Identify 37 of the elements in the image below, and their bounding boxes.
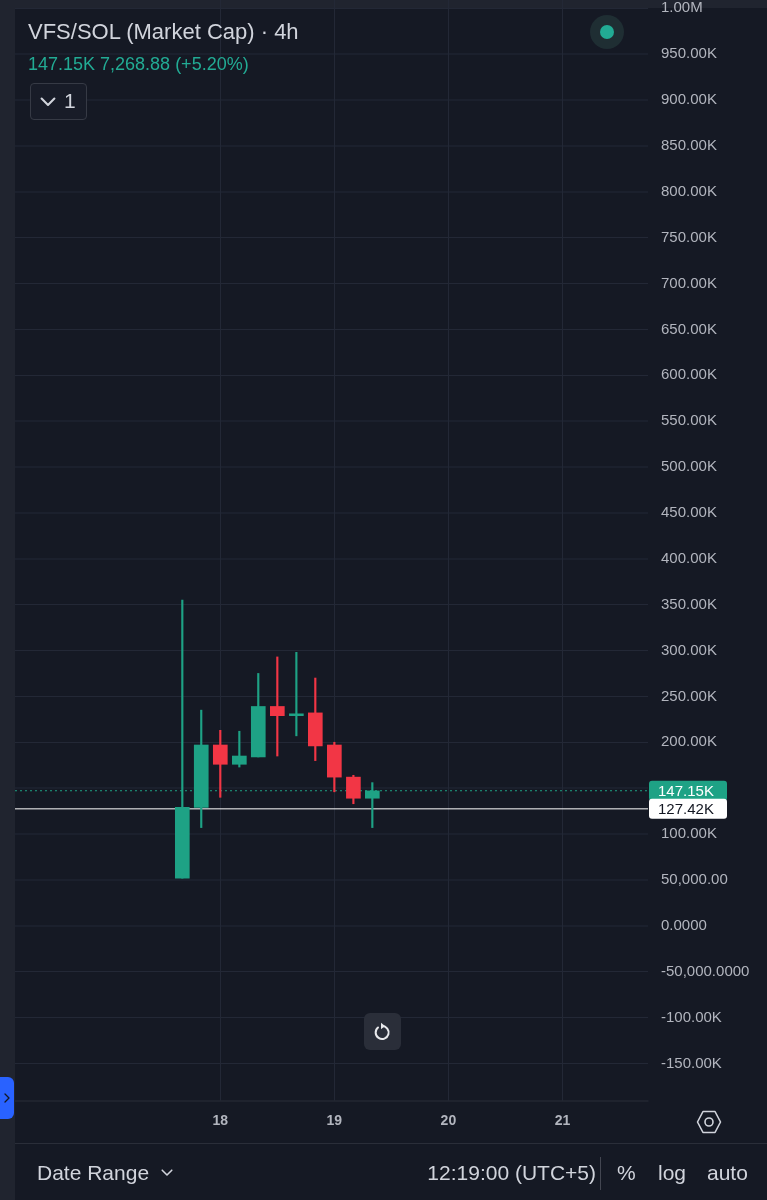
y-tick-label: -50,000.0000 — [661, 961, 750, 979]
y-tick-label: 900.00K — [661, 90, 717, 108]
y-tick-label: 250.00K — [661, 686, 717, 704]
text: 147.15K 7,268.88 (+5.20%) — [28, 53, 249, 76]
y-tick-label: 500.00K — [661, 457, 717, 475]
y-tick-label: 600.00K — [661, 365, 717, 383]
text: log — [658, 1160, 687, 1186]
x-tick-label: 21 — [554, 1112, 571, 1129]
annotation: 1 — [64, 88, 76, 114]
x-tick-label: 20 — [440, 1112, 457, 1129]
y-tick-label: -100.00K — [661, 1007, 722, 1025]
y-tick-label: 200.00K — [661, 732, 717, 750]
y-tick-label: 800.00K — [661, 181, 717, 199]
text: VFS/SOL (Market Cap) · 4h — [28, 18, 299, 46]
y-tick-label: 550.00K — [661, 411, 717, 429]
y-tick-label: 950.00K — [661, 44, 717, 62]
y-tick-label: 450.00K — [661, 503, 717, 521]
y-tick-label: 850.00K — [661, 136, 717, 154]
y-tick-label: 350.00K — [661, 594, 717, 612]
ref-line-label: 127.42K — [658, 799, 714, 817]
y-tick-label: 750.00K — [661, 227, 717, 245]
y-tick-label: 1.00M — [661, 0, 703, 16]
text: auto — [707, 1160, 748, 1186]
ref-line-label: 147.15K — [658, 781, 714, 799]
y-tick-label: 300.00K — [661, 640, 717, 658]
x-tick-label: 18 — [212, 1112, 229, 1129]
y-tick-label: 650.00K — [661, 319, 717, 337]
y-tick-label: 400.00K — [661, 548, 717, 566]
text: % — [617, 1160, 636, 1186]
y-tick-label: 700.00K — [661, 273, 717, 291]
x-tick-label: 19 — [326, 1112, 343, 1129]
text: Date Range — [37, 1160, 150, 1186]
y-tick-label: 50,000.00 — [661, 870, 728, 888]
y-tick-label: 100.00K — [661, 824, 717, 842]
text: 12:19:00 (UTC+5) — [427, 1160, 596, 1186]
y-tick-label: 0.0000 — [661, 915, 707, 933]
y-tick-label: -150.00K — [661, 1053, 722, 1071]
